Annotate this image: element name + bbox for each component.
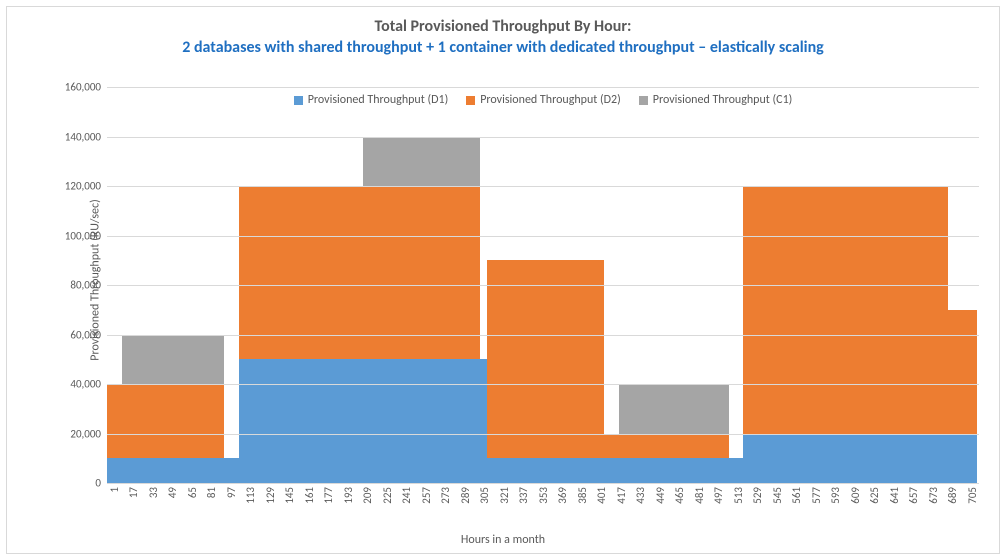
grid-line — [107, 335, 979, 336]
x-tick-label: 145 — [283, 487, 296, 504]
y-tick-label: 100,000 — [65, 229, 101, 242]
grid-line — [107, 483, 979, 484]
grid-line — [107, 434, 979, 435]
y-tick-label: 120,000 — [65, 180, 101, 193]
y-tick-label: 20,000 — [70, 427, 101, 440]
x-tick-label: 209 — [361, 487, 374, 504]
chart-title-line2: 2 databases with shared throughput + 1 c… — [7, 38, 999, 57]
x-tick-label: 129 — [264, 487, 277, 504]
y-tick-label: 160,000 — [65, 81, 101, 94]
x-tick-label: 161 — [303, 487, 316, 504]
grid-line — [107, 87, 979, 88]
x-tick-label: 609 — [849, 487, 862, 504]
x-tick-label: 1 — [108, 487, 121, 493]
x-tick-label: 337 — [517, 487, 530, 504]
x-tick-label: 481 — [693, 487, 706, 504]
bar-segment-d1 — [976, 434, 977, 484]
x-tick-label: 241 — [400, 487, 413, 504]
x-tick-label: 673 — [927, 487, 940, 504]
x-tick-label: 433 — [634, 487, 647, 504]
x-tick-label: 657 — [907, 487, 920, 504]
grid-line — [107, 384, 979, 385]
x-tick-label: 625 — [868, 487, 881, 504]
x-tick-label: 641 — [888, 487, 901, 504]
x-tick-label: 529 — [751, 487, 764, 504]
x-tick-label: 321 — [498, 487, 511, 504]
x-tick-label: 561 — [790, 487, 803, 504]
grid-line — [107, 285, 979, 286]
grid-line — [107, 186, 979, 187]
chart-title-line1: Total Provisioned Throughput By Hour: — [7, 17, 999, 36]
x-tick-label: 465 — [673, 487, 686, 504]
x-tick-label: 497 — [712, 487, 725, 504]
x-tick-label: 369 — [556, 487, 569, 504]
y-tick-label: 60,000 — [70, 328, 101, 341]
x-tick-label: 689 — [946, 487, 959, 504]
x-tick-label: 177 — [322, 487, 335, 504]
y-tick-label: 80,000 — [70, 279, 101, 292]
x-tick-label: 289 — [459, 487, 472, 504]
x-tick-label: 33 — [147, 487, 160, 498]
x-tick-label: 97 — [225, 487, 238, 498]
x-tick-label: 257 — [420, 487, 433, 504]
grid-line — [107, 137, 979, 138]
y-tick-label: 140,000 — [65, 130, 101, 143]
chart-title-block: Total Provisioned Throughput By Hour: 2 … — [7, 17, 999, 57]
x-tick-label: 65 — [186, 487, 199, 498]
x-tick-label: 353 — [537, 487, 550, 504]
x-axis-title: Hours in a month — [7, 533, 999, 547]
x-tick-label: 513 — [732, 487, 745, 504]
chart-container: Total Provisioned Throughput By Hour: 2 … — [0, 0, 1006, 560]
x-tick-label: 545 — [771, 487, 784, 504]
x-tick-label: 49 — [166, 487, 179, 498]
x-tick-label: 193 — [342, 487, 355, 504]
bar-segment-d2 — [976, 310, 977, 434]
x-tick-label: 81 — [205, 487, 218, 498]
x-tick-label: 449 — [654, 487, 667, 504]
x-tick-label: 705 — [966, 487, 979, 504]
x-tick-label: 225 — [381, 487, 394, 504]
x-tick-label: 17 — [127, 487, 140, 498]
y-tick-label: 40,000 — [70, 378, 101, 391]
x-tick-label: 113 — [244, 487, 257, 504]
x-tick-label: 417 — [615, 487, 628, 504]
x-tick-label: 305 — [478, 487, 491, 504]
x-tick-label: 577 — [810, 487, 823, 504]
x-tick-label: 385 — [576, 487, 589, 504]
grid-line — [107, 236, 979, 237]
x-tick-label: 593 — [829, 487, 842, 504]
y-tick-label: 0 — [95, 477, 101, 490]
x-tick-label: 273 — [439, 487, 452, 504]
chart-card: Total Provisioned Throughput By Hour: 2 … — [6, 6, 1000, 554]
plot-area: Provisioned Throughput (D1)Provisioned T… — [107, 87, 979, 483]
x-tick-label: 401 — [595, 487, 608, 504]
